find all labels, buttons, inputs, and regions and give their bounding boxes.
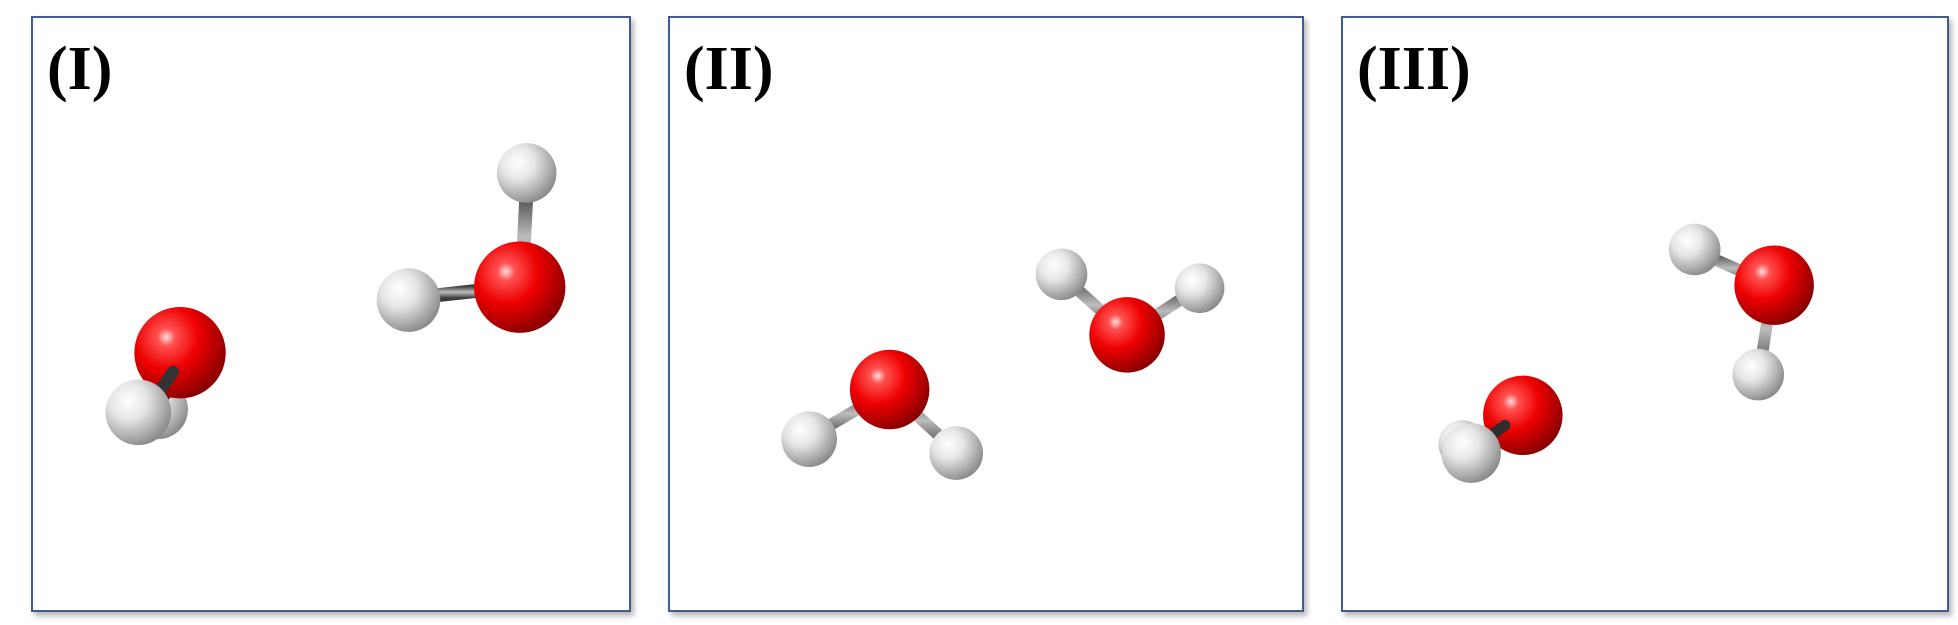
water-dimer-structure	[1438, 223, 1814, 483]
hydrogen-atom	[1441, 423, 1501, 483]
water-molecule-right	[1668, 223, 1814, 401]
hydrogen-atom	[929, 426, 984, 480]
water-molecule-left	[1438, 375, 1563, 483]
water-dimer-structure	[105, 143, 566, 446]
panel-label: (III)	[1357, 35, 1471, 103]
oxygen-atom	[474, 241, 566, 333]
water-molecule-left	[781, 349, 984, 480]
hydrogen-atom	[376, 268, 441, 332]
panel-1: (I)	[31, 16, 631, 612]
panel-3: (III)	[1341, 16, 1949, 612]
hydrogen-atom	[1035, 248, 1088, 301]
hydrogen-atom	[1174, 263, 1225, 314]
panel-2: (II)	[668, 16, 1304, 612]
water-molecule-left	[105, 307, 226, 446]
oxygen-atom	[849, 349, 930, 430]
panel-label: (II)	[684, 35, 774, 103]
hydrogen-atom	[1732, 348, 1785, 401]
oxygen-atom	[1483, 375, 1563, 456]
hydrogen-atom	[105, 379, 172, 446]
hydrogen-atom	[1668, 223, 1721, 276]
hydrogen-atom	[496, 143, 557, 203]
oxygen-atom	[134, 307, 226, 399]
water-dimer-structure	[781, 248, 1225, 480]
panel-label: (I)	[47, 35, 113, 103]
oxygen-atom	[1734, 245, 1814, 325]
hydrogen-atom	[781, 411, 838, 467]
water-molecule-right	[376, 143, 566, 333]
water-molecule-right	[1035, 248, 1225, 373]
oxygen-atom	[1089, 297, 1165, 373]
